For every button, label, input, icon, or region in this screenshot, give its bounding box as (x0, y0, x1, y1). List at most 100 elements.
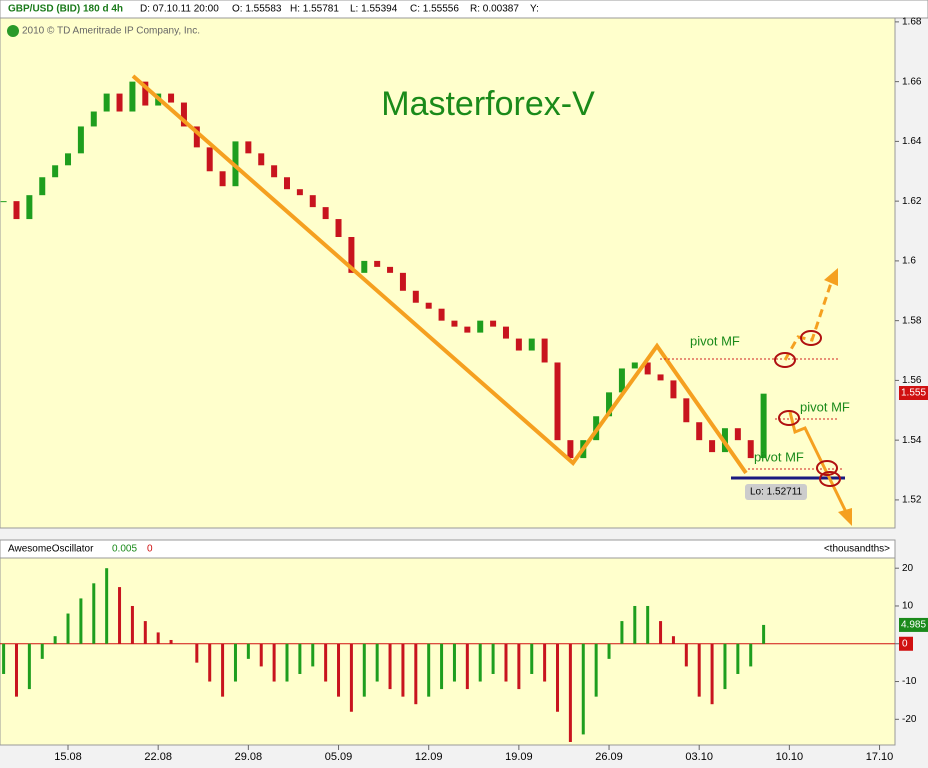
oscillator-bar (556, 643, 560, 712)
symbol: GBP/USD (BID) 180 d 4h (8, 4, 123, 15)
candle (39, 177, 46, 196)
candle (477, 320, 484, 333)
ellipse (778, 410, 800, 426)
oscillator-bar (272, 643, 276, 682)
candle (77, 126, 84, 154)
candle (734, 428, 741, 441)
oscillator-bar (298, 643, 302, 674)
candle (554, 362, 561, 441)
y-tick-label: 1.52 (902, 495, 922, 506)
oscillator-bar (195, 643, 199, 663)
candle (309, 195, 316, 208)
oscillator-bar (607, 643, 611, 659)
oscillator-bar (736, 643, 740, 674)
ellipse (800, 330, 822, 346)
y-tick-label: -10 (902, 676, 917, 687)
oscillator-value: 0.005 (112, 544, 137, 555)
candle (425, 302, 432, 309)
header-y: Y: (530, 4, 539, 15)
info-icon[interactable] (7, 25, 19, 37)
y-tick-label: 0 (902, 638, 908, 649)
header-date: D: 07.10.11 20:00 (140, 4, 219, 15)
units: <thousandths> (824, 544, 890, 555)
candle (644, 362, 651, 375)
oscillator-bar (221, 643, 225, 697)
candle (335, 219, 342, 237)
oscillator-bar (40, 643, 44, 659)
oscillator-bar (324, 643, 328, 682)
oscillator-bar (452, 643, 456, 682)
candle (348, 236, 355, 273)
oscillator-bar (581, 643, 585, 735)
oscillator-bar (478, 643, 482, 682)
candle (245, 141, 252, 154)
candle (0, 201, 7, 203)
header-bar (0, 0, 928, 19)
oscillator-bar (285, 643, 289, 682)
header-high: H: 1.55781 (290, 4, 339, 15)
oscillator-bar (620, 621, 624, 644)
header-open: O: 1.55583 (232, 4, 282, 15)
oscillator-bar (375, 643, 379, 682)
price-panel (0, 17, 896, 529)
oscillator-bar (118, 587, 122, 644)
oscillator-bar (491, 643, 495, 674)
oscillator-value: 0 (147, 544, 153, 555)
y-tick-label: 1.66 (902, 76, 922, 87)
candle (142, 81, 149, 106)
arrowhead (838, 508, 852, 526)
y-tick-label: 1.62 (902, 196, 922, 207)
candle (657, 374, 664, 381)
candle (103, 93, 110, 112)
candle (361, 260, 368, 273)
oscillator-bar (130, 605, 134, 644)
candle (129, 81, 136, 112)
x-tick-label: 12.09 (415, 751, 443, 763)
candle (90, 111, 97, 127)
y-tick-label: 20 (902, 563, 914, 574)
ellipse (819, 471, 841, 487)
ellipse (774, 352, 796, 368)
oscillator-bar (362, 643, 366, 697)
oscillator-bar (156, 632, 160, 644)
candle (541, 338, 548, 363)
arrowhead (824, 268, 838, 286)
oscillator-bar (594, 643, 598, 697)
header-range: R: 0.00387 (470, 4, 519, 15)
y-tick-label: 1.6 (902, 256, 916, 267)
oscillator-bar (169, 639, 173, 644)
oscillator-header (0, 539, 896, 559)
copyright: 2010 © TD Ameritrade IP Company, Inc. (22, 26, 200, 37)
candle (502, 326, 509, 339)
x-tick-label: 05.09 (325, 751, 353, 763)
oscillator-bar (710, 643, 714, 705)
x-tick-label: 15.08 (54, 751, 82, 763)
candle (528, 338, 535, 351)
oscillator-bar (2, 643, 6, 674)
zero-tag (899, 636, 913, 651)
y-tick-label: 1.54 (902, 435, 922, 446)
candle (747, 440, 754, 459)
oscillator-bar (568, 643, 572, 742)
oscillator-bar (697, 643, 701, 697)
candle (387, 266, 394, 273)
annotation: pivot MF (754, 449, 804, 464)
y-tick-label: -20 (902, 714, 917, 725)
x-tick-label: 29.08 (235, 751, 263, 763)
candle (258, 153, 265, 166)
candle (206, 147, 213, 172)
oscillator-title: AwesomeOscillator (8, 544, 94, 555)
candle (13, 201, 20, 220)
candle (271, 165, 278, 178)
candle (116, 93, 123, 112)
oscillator-bar (504, 643, 508, 682)
oscillator-bar (440, 643, 444, 690)
zigzag (131, 74, 748, 475)
oscillator-bar (105, 568, 109, 644)
plot-layer: 15.08 22.08 29.08 05.09 12.09 19.09 26.09 03.10… (0, 17, 922, 763)
oscillator-bar (465, 643, 469, 690)
oscillator-bar (427, 643, 431, 697)
header-low: L: 1.55394 (350, 4, 398, 15)
candle (451, 320, 458, 327)
x-tick-label: 19.09 (505, 751, 533, 763)
